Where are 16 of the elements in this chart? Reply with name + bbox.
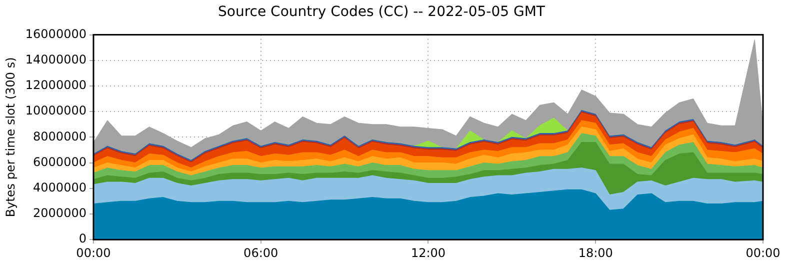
x-tick-label: 12:00 [410, 246, 446, 260]
x-tick-label: 00:00 [76, 246, 111, 260]
y-tick-label: 8000000 [33, 129, 86, 144]
y-tick-label: 14000000 [25, 52, 86, 67]
y-tick-label: 6000000 [33, 154, 86, 169]
y-tick-label: 16000000 [25, 26, 86, 41]
x-tick-label: 18:00 [578, 246, 613, 260]
y-axis-title: Bytes per time slot (300 s) [3, 57, 18, 218]
y-tick-label: 0 [78, 232, 86, 246]
x-tick-label: 00:00 [746, 246, 780, 260]
y-tick-label: 10000000 [25, 104, 86, 118]
y-tick-label: 4000000 [33, 180, 86, 195]
chart-title: Source Country Codes (CC) -- 2022-05-05 GMT [218, 4, 546, 20]
y-tick-label: 2000000 [33, 206, 86, 220]
x-tick-label: 06:00 [244, 246, 278, 260]
y-tick-label: 12000000 [25, 78, 86, 92]
